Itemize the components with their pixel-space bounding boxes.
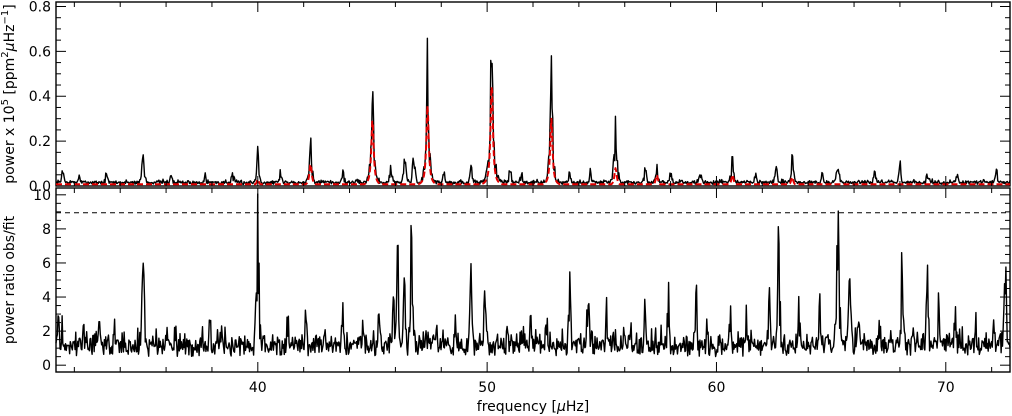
x-tick-label: 40 [249,380,267,396]
bottom-y-tick-label: 8 [42,222,51,238]
x-tick-label: 70 [937,380,955,396]
bottom-y-tick-label: 2 [42,324,51,340]
top-panel: 0.0 0.2 0.4 0.6 0.8 power x 105 [ppm2μHz−1] [0,0,1011,195]
top-y-tick-label: 0.4 [29,89,51,105]
x-tick-label: 60 [708,380,726,396]
top-y-tick-label: 0.6 [29,44,51,60]
top-y-tick-label: 0.2 [29,134,51,150]
bottom-x-ticks: 40 50 60 70 [73,2,993,396]
bottom-y-axis-label: power ratio obs/fit [2,215,18,344]
bottom-y-tick-label: 0 [42,358,51,374]
top-series-observed [55,37,1011,186]
top-series-group [55,37,1011,186]
x-tick-label: 50 [478,380,496,396]
bottom-y-tick-label: 10 [33,188,51,204]
top-y-ticks: 0.0 0.2 0.4 0.6 0.8 [29,0,1010,195]
bottom-series-group [55,193,1011,358]
top-plot-frame [55,1,1011,187]
top-series-fit [55,86,1011,186]
top-y-axis-label: power x 105 [ppm2μHz−1] [0,4,18,183]
x-axis-label: frequency [μHz] [477,399,589,415]
top-y-tick-label: 0.8 [29,0,51,15]
bottom-series-observed [55,193,1011,358]
bottom-y-tick-label: 6 [42,256,51,272]
top-y-tick-label: 0.0 [29,179,51,195]
bottom-y-tick-label: 4 [42,290,51,306]
